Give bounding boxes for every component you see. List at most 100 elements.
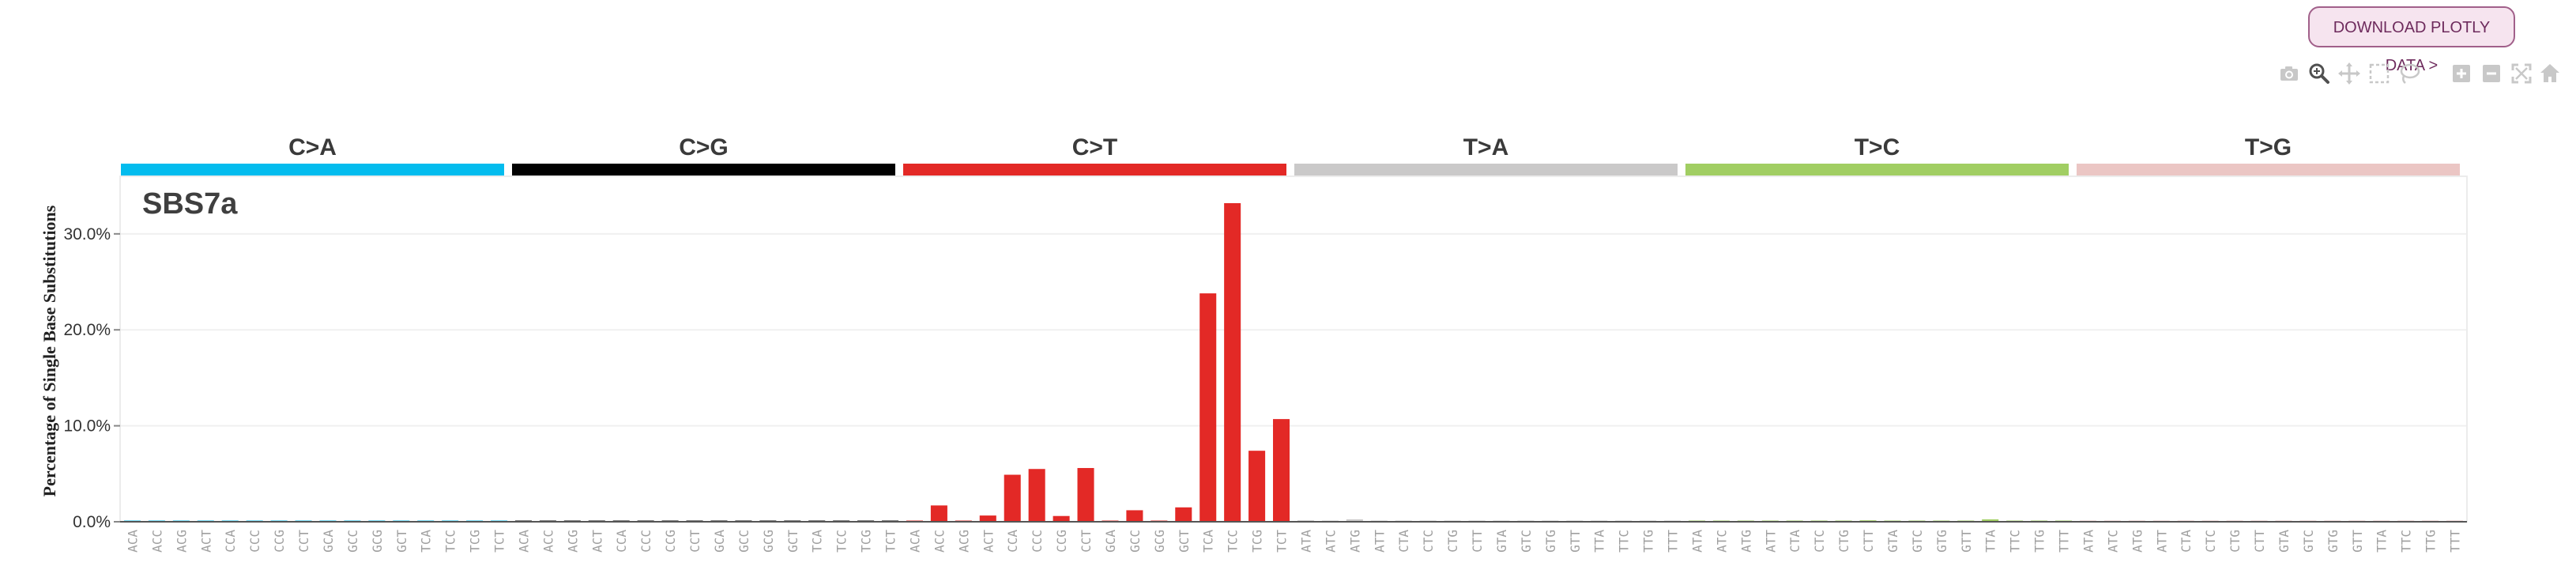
x-tick-label: ACA (516, 530, 531, 553)
x-tick-label: TCG (468, 530, 483, 553)
x-tick-label: GTT (1959, 530, 1974, 553)
x-tick-label: GTG (1543, 530, 1558, 553)
x-tick-label: CTT (1470, 530, 1485, 553)
x-tick-label: GCA (321, 530, 336, 553)
x-tick-label: ATT (2154, 530, 2169, 553)
autoscale-icon[interactable] (2510, 62, 2533, 85)
x-tick-label: CCA (614, 530, 629, 553)
x-tick-label: TCT (492, 530, 507, 553)
x-tick-label: ATA (2081, 530, 2096, 553)
x-tick-label: TTC (1617, 530, 1632, 553)
x-tick-label: TCA (1201, 530, 1216, 553)
x-tick-label: TCT (1275, 530, 1290, 553)
mutation-type-band (121, 164, 504, 177)
bar[interactable] (1224, 202, 1241, 522)
bar[interactable] (1053, 515, 1070, 522)
bar[interactable] (1346, 519, 1363, 522)
x-tick-label: GCT (1177, 530, 1192, 553)
x-tick-label: ATG (1347, 530, 1362, 553)
x-tick-label: CCA (223, 530, 238, 553)
download-plotly-data-button[interactable]: DOWNLOAD PLOTLY DATA > (2308, 6, 2515, 74)
x-tick-label: GCC (345, 530, 360, 553)
x-tick-label: TCC (1226, 530, 1241, 553)
x-tick-label: TTG (2423, 530, 2439, 553)
x-tick-label: CCA (1005, 530, 1020, 553)
x-tick-label: ACT (198, 530, 213, 553)
x-tick-label: TTA (1983, 530, 1998, 553)
bar[interactable] (1273, 419, 1290, 522)
x-tick-label: GTA (2277, 530, 2292, 553)
x-tick-label: ATT (1763, 530, 1778, 553)
x-tick-label: CTC (1421, 530, 1436, 553)
mutation-type-band (1685, 164, 2069, 177)
pan-icon[interactable] (2337, 62, 2361, 85)
x-tick-label: TTG (2032, 530, 2047, 553)
bar[interactable] (930, 505, 947, 522)
box-select-icon[interactable] (2367, 62, 2391, 85)
bar[interactable] (1982, 519, 1999, 522)
x-tick-label: TTC (2399, 530, 2414, 553)
x-tick-label: ATC (2105, 530, 2120, 553)
x-tick-label: TCA (810, 530, 825, 553)
x-tick-label: ATC (1323, 530, 1338, 553)
x-tick-label: GCA (712, 530, 727, 553)
x-tick-label: ACT (589, 530, 604, 553)
x-tick-label: CTG (1445, 530, 1460, 553)
x-tick-label: CCG (663, 530, 678, 553)
signature-title: SBS7a (142, 187, 238, 221)
x-tick-label: CCT (296, 530, 311, 553)
x-tick-label: CTT (1861, 530, 1876, 553)
mutation-type-label: C>T (1072, 134, 1118, 160)
x-tick-label: ATC (1714, 530, 1729, 553)
x-tick-label: ACC (149, 530, 164, 553)
x-tick-label: GCC (1128, 530, 1143, 553)
bar[interactable] (1175, 507, 1192, 522)
x-tick-label: TCG (1250, 530, 1265, 553)
bar[interactable] (1004, 474, 1021, 522)
bar[interactable] (1077, 468, 1094, 522)
zoom-out-icon[interactable] (2480, 62, 2503, 85)
x-tick-label: ATG (2130, 530, 2145, 553)
bar[interactable] (979, 515, 996, 522)
bar[interactable] (1248, 451, 1266, 522)
y-tick-label: 10.0% (63, 417, 111, 436)
y-tick-label: 30.0% (63, 225, 111, 243)
x-tick-label: ACA (907, 530, 922, 553)
x-tick-label: CCT (1079, 530, 1094, 553)
mutation-type-label: T>C (1855, 134, 1900, 160)
x-tick-label: TTG (1641, 530, 1656, 553)
x-tick-label: ACG (174, 530, 189, 553)
x-tick-label: CCC (247, 530, 262, 553)
x-tick-label: GCT (394, 530, 409, 553)
x-tick-label: ACC (932, 530, 947, 553)
x-tick-label: CCC (1030, 530, 1045, 553)
x-tick-label: CTA (1396, 530, 1411, 553)
x-tick-label: TCG (859, 530, 874, 553)
x-tick-label: CTA (2179, 530, 2194, 553)
x-tick-label: TTC (2008, 530, 2023, 553)
x-tick-label: GCG (370, 530, 385, 553)
camera-icon[interactable] (2277, 62, 2301, 85)
bar[interactable] (1199, 293, 1217, 522)
x-tick-label: ACG (956, 530, 971, 553)
bar[interactable] (1028, 469, 1045, 522)
y-axis-label: Percentage of Single Base Substitutions (40, 205, 59, 496)
y-tick-label: 0.0% (73, 513, 111, 531)
x-tick-label: GCA (1103, 530, 1118, 553)
lasso-select-icon[interactable] (2397, 62, 2421, 85)
zoom-in-icon[interactable] (2450, 62, 2473, 85)
reset-axes-icon[interactable] (2538, 62, 2562, 85)
bar[interactable] (1126, 510, 1143, 522)
x-tick-label: ATT (1372, 530, 1387, 553)
mutation-type-band (2077, 164, 2460, 177)
y-tick-label: 20.0% (63, 321, 111, 339)
x-tick-label: TCT (883, 530, 898, 553)
x-tick-label: CCC (638, 530, 653, 553)
x-tick-label: CTG (2228, 530, 2243, 553)
x-tick-label: ATA (1689, 530, 1704, 553)
x-tick-label: GTG (1934, 530, 1949, 553)
x-tick-label: GTT (1568, 530, 1583, 553)
x-tick-label: GCC (736, 530, 751, 553)
x-tick-label: CCT (687, 530, 702, 553)
zoom-icon[interactable] (2307, 62, 2331, 85)
